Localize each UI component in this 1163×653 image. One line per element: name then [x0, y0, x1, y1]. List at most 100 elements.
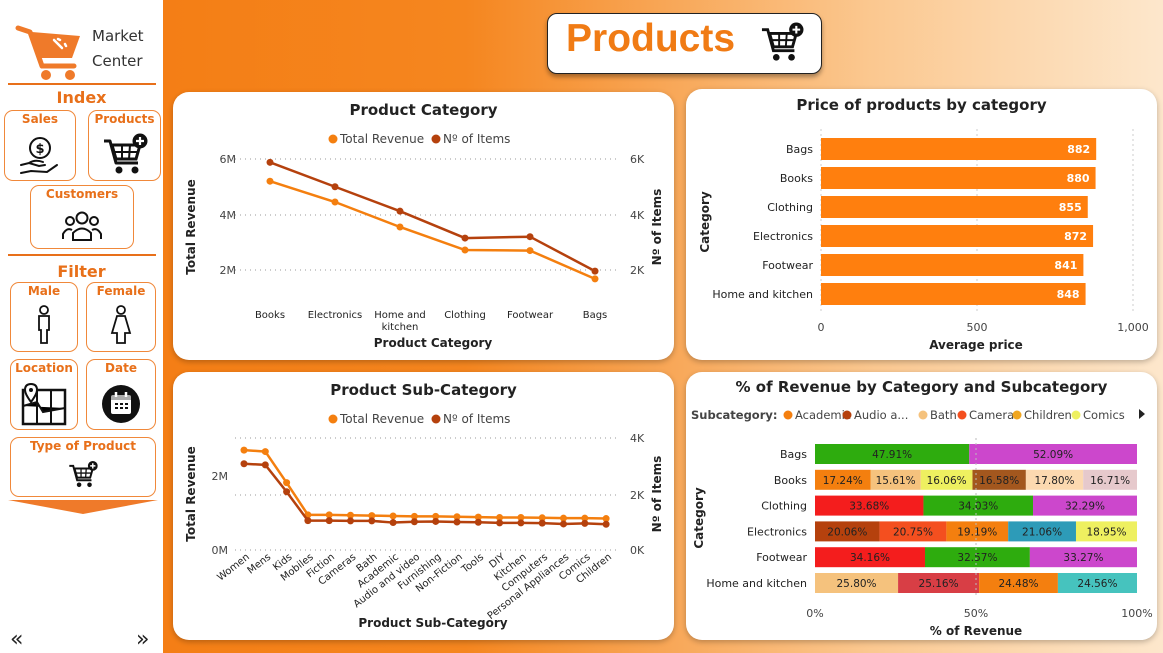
data-label: 872	[1064, 230, 1087, 243]
bar-segment	[946, 521, 1009, 542]
items-count-point	[526, 233, 534, 241]
total-revenue-point	[496, 513, 504, 521]
total-revenue-point	[602, 515, 610, 523]
y-tick-label: 4M	[220, 209, 237, 222]
bar-segment	[1033, 495, 1137, 516]
data-label: 16.71%	[1090, 475, 1130, 487]
items-count-point	[389, 519, 397, 527]
items-count-line	[243, 462, 607, 526]
category-label: Electronics	[753, 230, 813, 243]
nav-sales-button[interactable]: Sales $	[4, 110, 76, 181]
category-label: Footwear	[756, 551, 807, 564]
items-count-point	[461, 234, 469, 242]
revenue-percent-chart: Subcategory: Academic Audio a... Bath Camera…	[691, 408, 1153, 638]
total-revenue-line	[269, 180, 596, 281]
filter-male-button[interactable]: Male	[10, 282, 78, 352]
bar-segment	[923, 495, 1034, 516]
x-tick-label: Clothing	[444, 310, 486, 321]
data-label: 18.95%	[1086, 526, 1126, 538]
legend-label: Total Revenue	[339, 412, 424, 426]
total-revenue-line	[243, 448, 607, 520]
data-label: 33.27%	[1063, 552, 1103, 564]
category-label: Electronics	[747, 525, 807, 538]
bar-segment	[979, 573, 1058, 593]
bar-segment	[1057, 573, 1137, 593]
x-axis-title: Product Category	[374, 336, 493, 350]
cart-logo-icon	[15, 25, 80, 80]
bar	[821, 225, 1094, 247]
x-tick-label: Electronics	[308, 310, 363, 321]
total-revenue-point	[389, 512, 397, 520]
filter-type-of-product-button[interactable]: Type of Product	[10, 437, 156, 497]
category-label: Home and kitchen	[712, 288, 813, 301]
collapse-arrow-icon[interactable]	[8, 500, 158, 514]
nav-customers-button[interactable]: Customers	[30, 185, 134, 249]
filter-male-label: Male	[27, 284, 61, 298]
y-tick-label: 2M	[212, 470, 229, 483]
bar	[821, 138, 1097, 160]
legend-label: Bath	[930, 408, 957, 422]
data-label: 33.68%	[849, 501, 889, 513]
legend-marker	[957, 410, 967, 420]
data-label: 24.56%	[1077, 578, 1117, 590]
bar-segment	[972, 469, 1026, 490]
next-page-button[interactable]: »	[136, 627, 150, 652]
revenue-percent-card: % of Revenue by Category and Subcategory…	[686, 372, 1157, 640]
chart-title: Product Sub-Category	[330, 381, 517, 399]
cart-plus-icon	[761, 22, 804, 61]
total-revenue-point	[432, 512, 440, 520]
legend-label: Nº of Items	[443, 132, 510, 146]
legend-label: Children	[1024, 408, 1072, 422]
bar-segment	[815, 495, 924, 516]
data-label: 19.19%	[957, 526, 997, 538]
data-label: 32.57%	[957, 552, 997, 564]
items-count-point	[517, 519, 525, 527]
legend-marker	[328, 134, 338, 144]
bar-segment	[815, 521, 880, 542]
female-icon	[110, 305, 132, 344]
data-label: 24.48%	[998, 578, 1038, 590]
money-hand-icon: $	[20, 137, 58, 174]
y-axis-title: Total Revenue	[184, 179, 198, 275]
product-category-card: Product Category Total Revenue Nº of Item…	[173, 92, 674, 360]
nav-products-button[interactable]: Products	[88, 110, 161, 181]
bar	[821, 283, 1086, 305]
legend-title: Subcategory:	[691, 408, 777, 422]
total-revenue-point	[331, 198, 339, 206]
data-label: 855	[1059, 201, 1082, 214]
items-count-line	[269, 161, 596, 273]
sidebar: Market Center Index Sales $ Products Cus…	[0, 0, 163, 653]
filter-date-button[interactable]: Date	[86, 359, 156, 430]
chart-title: % of Revenue by Category and Subcategory	[735, 378, 1108, 396]
x-tick-label: 0	[818, 321, 825, 334]
y-tick-label: 2M	[220, 264, 237, 277]
cart-plus-icon	[103, 133, 147, 174]
svg-text:$: $	[35, 142, 44, 157]
data-label: 47.91%	[872, 449, 912, 461]
chart-title: Product Category	[349, 101, 498, 119]
total-revenue-point	[526, 247, 534, 255]
category-label: Bags	[786, 143, 813, 156]
filter-location-button[interactable]: Location	[10, 359, 78, 430]
legend-marker	[431, 414, 441, 424]
map-icon	[21, 382, 67, 426]
legend-label: Comics	[1083, 408, 1125, 422]
bar-segment	[924, 547, 1030, 568]
total-revenue-point	[581, 514, 589, 522]
total-revenue-point	[453, 513, 461, 521]
product-category-chart: Total Revenue Nº of Items 6M 6K 4M 4K 2M 2K Book…	[184, 132, 664, 350]
filter-female-button[interactable]: Female	[86, 282, 156, 352]
index-heading: Index	[56, 88, 107, 107]
items-count-point	[538, 519, 546, 527]
y2-tick-label: 0K	[630, 544, 645, 557]
previous-page-button[interactable]: «	[10, 627, 24, 652]
items-count-point	[325, 517, 333, 525]
legend-marker	[1071, 410, 1081, 420]
y2-axis-title: Nº of Items	[650, 456, 664, 533]
total-revenue-point	[396, 223, 404, 231]
items-count-point	[261, 461, 269, 469]
legend-label: Total Revenue	[339, 132, 424, 146]
y2-tick-label: 4K	[630, 209, 645, 222]
data-label: 882	[1067, 143, 1090, 156]
